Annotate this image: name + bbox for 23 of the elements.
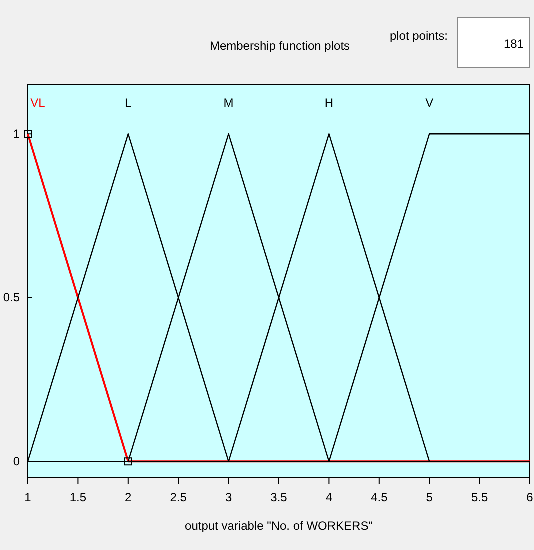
chart-title: Membership function plots [210,39,350,53]
x-tick-label: 2.5 [170,490,188,504]
x-tick-label: 2 [125,490,132,504]
y-tick-label: 1 [13,126,20,141]
series-label: VL [30,96,46,110]
x-tick-label: 5 [426,490,434,504]
x-tick-label: 4.5 [371,490,388,504]
x-tick-label: 5.5 [471,490,488,504]
text: plot points: [390,29,448,43]
x-axis-title: output variable "No. of WORKERS" [185,519,373,533]
text: M [224,96,234,110]
x-tick-label: 4 [326,490,333,504]
y-tick-label: 0 [13,454,20,468]
x-tick-label: 1.5 [70,490,87,504]
x-tick-label: 6 [526,490,534,504]
text: L [125,96,132,110]
text: 181 [504,37,524,51]
text: V [426,96,434,110]
x-tick-label: 1 [24,490,32,504]
x-tick-label: 3 [225,490,232,504]
x-tick-label: 3.5 [270,490,288,504]
y-tick-label: 0.5 [3,290,20,305]
text: H [324,96,334,110]
